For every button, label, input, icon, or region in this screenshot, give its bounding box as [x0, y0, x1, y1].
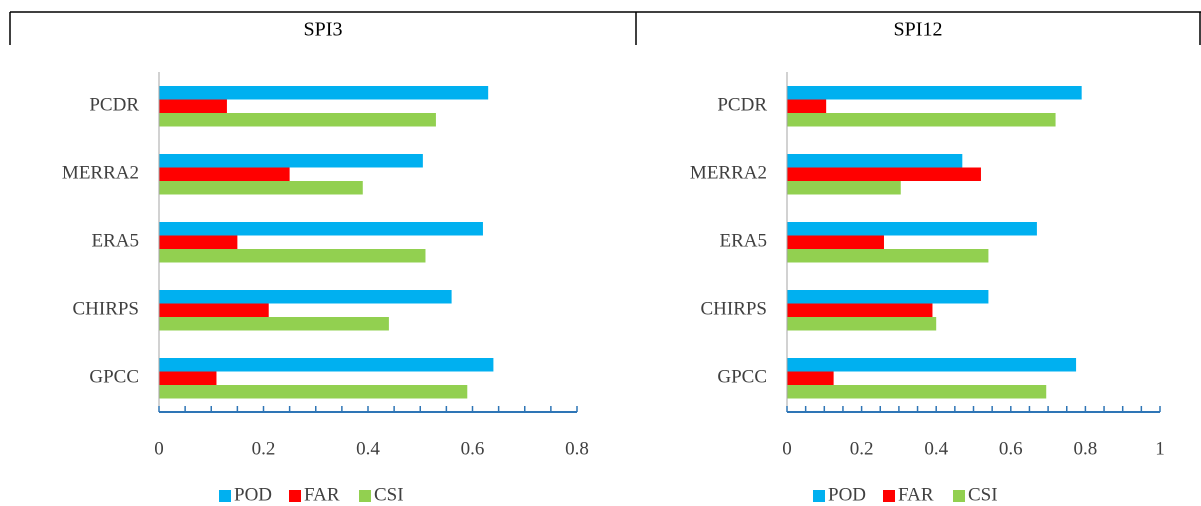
- bar: [787, 290, 989, 304]
- bar: [159, 154, 423, 168]
- bar: [787, 99, 827, 113]
- bar: [159, 86, 489, 100]
- bar: [787, 181, 901, 195]
- x-tick-label: 0.4: [356, 438, 380, 459]
- x-tick-label: 0.8: [565, 438, 589, 459]
- y-tick-label: PCDR: [89, 95, 139, 116]
- bar: [787, 167, 981, 181]
- x-tick-label: 0.8: [1074, 438, 1098, 459]
- y-tick-label: GPCC: [717, 367, 767, 388]
- y-tick-label: CHIRPS: [72, 299, 139, 320]
- bar: [787, 235, 884, 249]
- y-tick-label: MERRA2: [62, 163, 139, 184]
- x-tick-label: 0: [154, 438, 164, 459]
- legend-swatch: [953, 490, 965, 502]
- bar: [159, 235, 238, 249]
- bar: [787, 385, 1047, 399]
- bar: [787, 86, 1082, 100]
- bar: [787, 371, 834, 385]
- bar: [159, 303, 269, 317]
- legend-label: POD: [828, 484, 866, 505]
- x-tick-label: 0.2: [850, 438, 874, 459]
- bar: [159, 222, 483, 236]
- bar: [159, 371, 217, 385]
- bar: [787, 222, 1037, 236]
- legend-label: POD: [234, 484, 272, 505]
- legend-swatch: [219, 490, 231, 502]
- bar: [159, 358, 494, 372]
- bar: [787, 249, 989, 263]
- chart-title: SPI12: [894, 19, 943, 41]
- bar: [787, 303, 933, 317]
- legend-label: CSI: [968, 484, 998, 505]
- legend-swatch: [883, 490, 895, 502]
- y-tick-label: CHIRPS: [700, 299, 767, 320]
- bar: [159, 317, 389, 331]
- bar: [159, 167, 290, 181]
- bar: [159, 249, 426, 263]
- chart-title: SPI3: [304, 19, 343, 41]
- bar: [787, 317, 937, 331]
- y-tick-label: MERRA2: [690, 163, 767, 184]
- y-tick-label: PCDR: [717, 95, 767, 116]
- bar: [159, 385, 468, 399]
- bar: [159, 290, 452, 304]
- x-tick-label: 0.4: [924, 438, 948, 459]
- legend-swatch: [289, 490, 301, 502]
- y-tick-label: ERA5: [720, 231, 768, 252]
- x-tick-label: 1: [1155, 438, 1165, 459]
- bar: [787, 113, 1056, 127]
- bar: [159, 181, 363, 195]
- bar: [787, 154, 963, 168]
- legend-swatch: [359, 490, 371, 502]
- bar: [159, 99, 227, 113]
- legend-swatch: [813, 490, 825, 502]
- legend-label: CSI: [374, 484, 404, 505]
- x-tick-label: 0: [782, 438, 792, 459]
- legend-label: FAR: [304, 484, 340, 505]
- bar: [787, 358, 1077, 372]
- x-tick-label: 0.2: [252, 438, 276, 459]
- x-tick-label: 0.6: [999, 438, 1023, 459]
- x-tick-label: 0.6: [461, 438, 485, 459]
- bar: [159, 113, 436, 127]
- y-tick-label: ERA5: [92, 231, 140, 252]
- y-tick-label: GPCC: [89, 367, 139, 388]
- legend-label: FAR: [898, 484, 934, 505]
